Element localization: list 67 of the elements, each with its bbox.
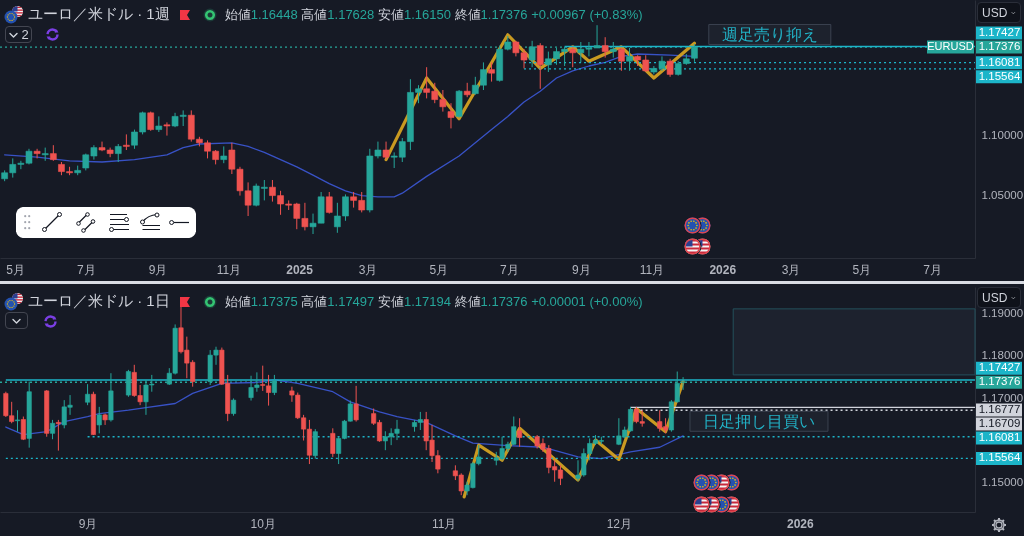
data-label: 1.17376 — [978, 40, 1021, 53]
candlestick — [382, 141, 390, 161]
candlestick — [569, 46, 577, 68]
x-tick-label: 3月 — [358, 262, 378, 277]
candlestick — [15, 409, 20, 433]
y-tick-label: 1.18000 — [981, 349, 1024, 362]
x-tick-label: 10月 — [250, 516, 276, 531]
x-tick-label: 9月 — [571, 262, 591, 277]
y-tick-label: 1.19000 — [981, 307, 1024, 320]
data-label: 1.17427 — [978, 361, 1021, 374]
candlestick — [488, 61, 495, 83]
x-tick-label: 2026 — [709, 262, 737, 277]
data-label: 1.15564 — [978, 69, 1021, 82]
candlestick — [447, 102, 455, 129]
candlestick — [330, 427, 336, 458]
chart-title: ユーロ／米ドル · 1日 — [28, 292, 170, 311]
data-label: 1.17376 — [978, 375, 1021, 388]
x-tick-label: 5月 — [852, 262, 872, 277]
y-tick-label: 1.05000 — [981, 189, 1024, 202]
candlestick — [163, 121, 171, 137]
x-tick-label: 3月 — [781, 262, 801, 277]
x-tick-label: 2025 — [286, 262, 314, 277]
x-tick-label: 7月 — [500, 262, 519, 277]
data-label: 1.15564 — [978, 451, 1021, 464]
x-tick-label: 7月 — [76, 262, 96, 277]
data-label: 1.17427 — [978, 26, 1021, 39]
x-tick-label: 12月 — [606, 516, 633, 531]
candlestick — [55, 419, 61, 452]
x-tick-label: 11月 — [216, 262, 242, 277]
collapse-button: 2 — [5, 26, 32, 43]
x-tick-label: 5月 — [429, 262, 449, 277]
candlestick — [536, 42, 544, 90]
annotation: 週足売り抑え — [721, 26, 818, 44]
currency-dropdown: USD — [977, 2, 1021, 23]
x-tick-label: 2026 — [787, 516, 815, 531]
y-tick-label: 1.17000 — [981, 391, 1024, 404]
candlestick — [601, 36, 609, 59]
x-tick-label: 7月 — [923, 262, 942, 277]
x-tick-label: 11月 — [639, 262, 665, 277]
data-label: 1.16081 — [978, 431, 1021, 444]
legend-label: EURUSD — [927, 40, 974, 53]
annotation: 日足押し目買い — [702, 413, 815, 431]
candlestick — [33, 148, 41, 159]
text: 始値1.16448 高値1.17628 安値1.16150 終値1.17376 +0.00967 (+0.83%) — [224, 6, 643, 22]
data-label: 1.16777 — [978, 403, 1021, 416]
candlestick — [517, 417, 523, 448]
y-tick-label: 1.10000 — [981, 129, 1024, 142]
candlestick — [50, 419, 56, 440]
text: 始値1.17375 高値1.17497 安値1.17194 終値1.17376 +0.00001 (+0.00%) — [224, 293, 643, 309]
candlestick — [312, 428, 318, 460]
data-label: 1.16709 — [978, 417, 1021, 430]
x-tick-label: 9月 — [148, 262, 168, 277]
candlestick — [85, 383, 91, 406]
y-tick-label: 1.15000 — [981, 475, 1024, 488]
chart-title: ユーロ／米ドル · 1週 — [28, 5, 170, 24]
x-tick-label: 9月 — [78, 516, 98, 531]
data-label: 1.16081 — [978, 55, 1021, 68]
annotation: 2 — [21, 27, 29, 42]
currency-dropdown: USD — [977, 287, 1021, 308]
candlestick — [353, 385, 359, 423]
candlestick — [325, 191, 333, 215]
candlestick — [618, 47, 625, 72]
candlestick — [626, 47, 633, 72]
x-tick-label: 5月 — [6, 262, 25, 277]
line-series — [5, 379, 684, 460]
x-tick-label: 11月 — [431, 516, 457, 531]
candlestick — [96, 406, 102, 434]
